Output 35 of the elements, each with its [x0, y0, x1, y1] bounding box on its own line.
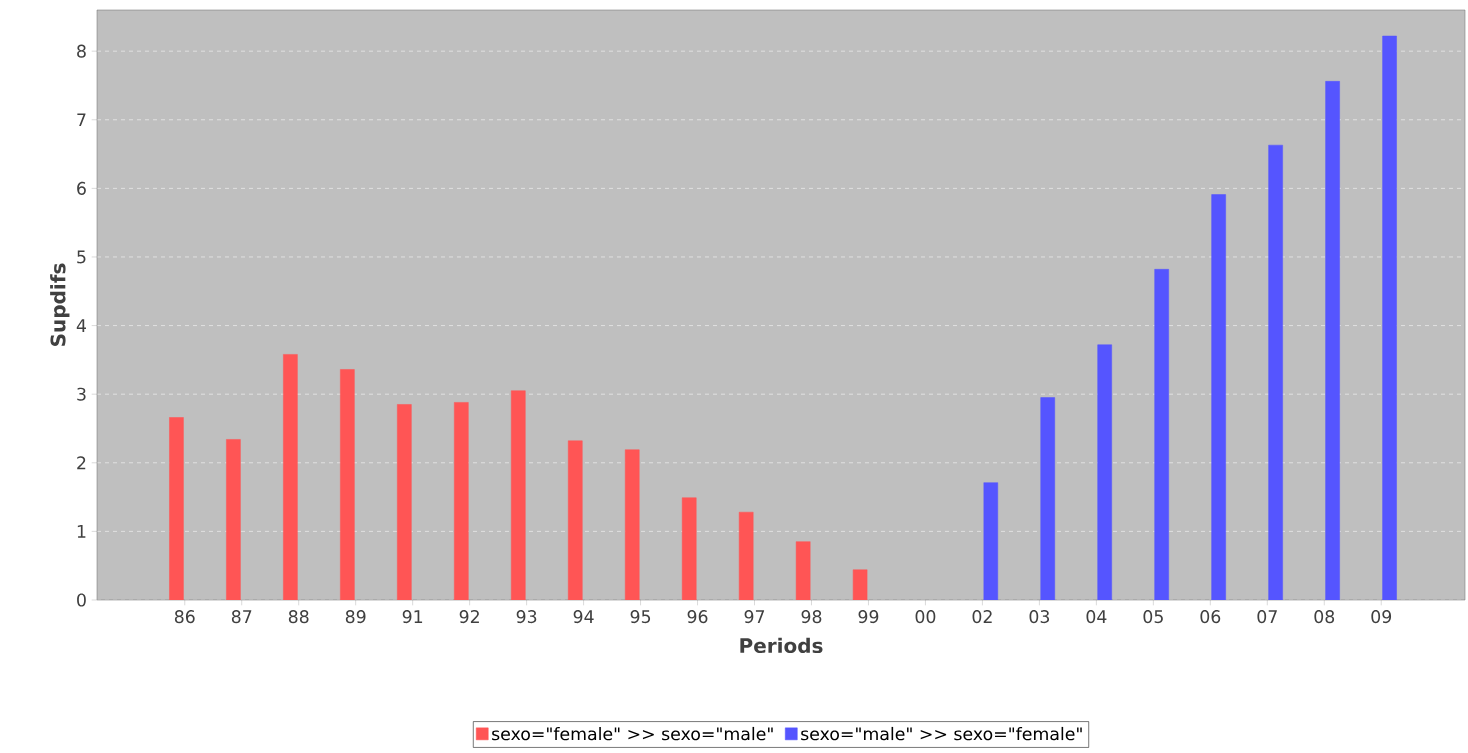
y-tick-label: 2: [77, 456, 86, 470]
x-tick-label: 06: [1200, 610, 1221, 624]
y-tick-label: 4: [76, 319, 86, 332]
x-tick-label: 97: [744, 610, 765, 624]
x-tick-label: 05: [1143, 610, 1163, 624]
legend-label: sexo="female" >> sexo="male": [492, 726, 773, 741]
y-tick-label: 7: [77, 113, 86, 127]
x-tick-label: 96: [687, 610, 708, 624]
x-tick-label: 03: [1029, 610, 1050, 624]
y-tick-label: 3: [77, 387, 86, 401]
y-tick-label: 6: [77, 181, 86, 195]
x-tick-label: 93: [516, 610, 537, 624]
x-tick-label: 07: [1257, 610, 1277, 624]
x-tick-label: 02: [972, 610, 992, 624]
x-tick-label: 00: [915, 610, 936, 624]
y-axis-title: Supdifs: [50, 263, 70, 346]
x-tick-label: 94: [573, 610, 594, 624]
x-tick-label: 88: [288, 610, 309, 624]
x-tick-label: 89: [345, 610, 366, 624]
x-tick-label: 87: [231, 610, 252, 624]
y-tick-label: 8: [77, 44, 86, 58]
x-axis-title: Periods: [740, 637, 823, 654]
x-tick-label: 99: [858, 610, 879, 624]
y-tick-label: 0: [77, 593, 86, 607]
y-tick-label: 1: [77, 525, 86, 538]
y-tick-label: 5: [77, 250, 86, 264]
x-tick-label: 92: [459, 610, 479, 624]
x-tick-label: 09: [1371, 610, 1392, 624]
legend-label: sexo="male" >> sexo="female": [801, 726, 1082, 741]
x-tick-label: 91: [402, 610, 423, 624]
x-tick-label: 04: [1086, 610, 1107, 624]
x-tick-label: 86: [174, 610, 195, 624]
x-tick-label: 08: [1314, 610, 1335, 624]
x-tick-label: 98: [801, 610, 822, 624]
x-tick-label: 95: [630, 610, 651, 624]
